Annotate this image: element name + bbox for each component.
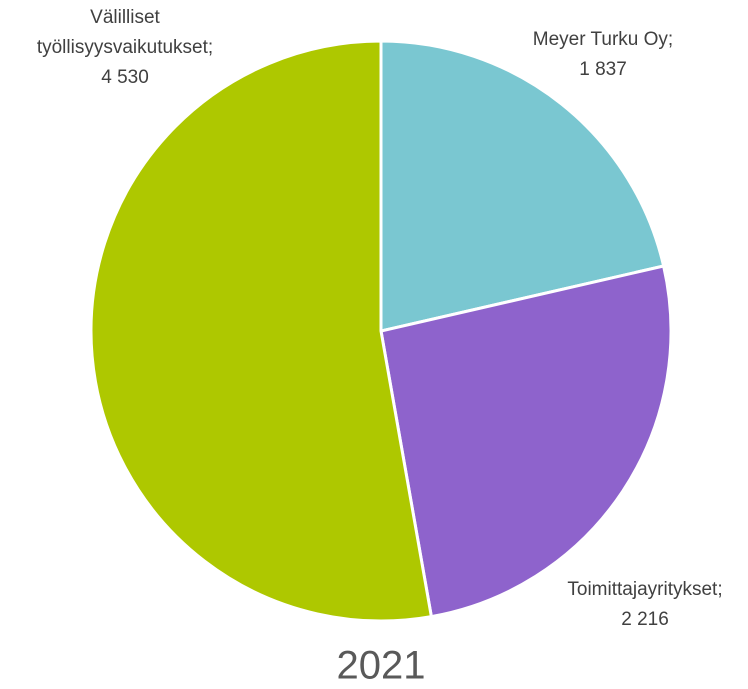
slice-value-label: 4 530 (101, 67, 149, 88)
pie-slice (379, 39, 666, 333)
slice-value-label: 1 837 (579, 59, 627, 80)
slice-value-label: 2 216 (621, 609, 669, 630)
slice-category-label: Meyer Turku Oy; (533, 29, 673, 50)
pie-slice (89, 39, 434, 623)
chart-title: 2021 (337, 644, 426, 688)
slice-category-label: Toimittajayritykset; (567, 579, 722, 600)
pie-slice (379, 264, 673, 619)
slice-category-label: Välilliset työllisyysvaikutukset; (37, 7, 213, 58)
